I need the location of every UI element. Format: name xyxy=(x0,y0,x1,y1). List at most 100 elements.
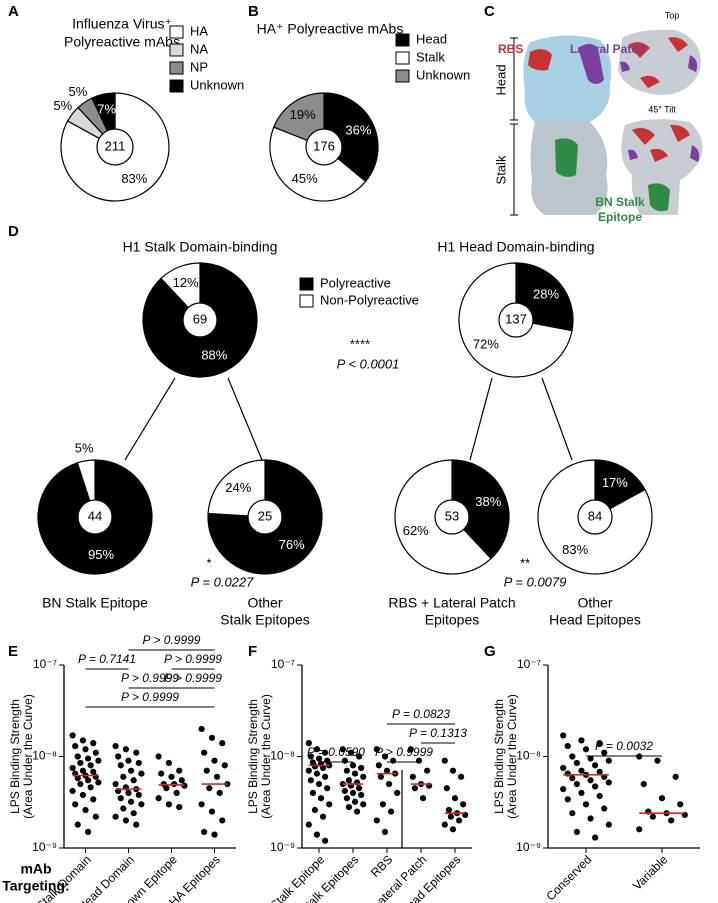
data-point xyxy=(592,783,599,790)
pie-title: Other xyxy=(577,595,612,611)
pie-value-label: 5% xyxy=(75,440,94,455)
data-point xyxy=(313,746,321,753)
data-point xyxy=(77,759,84,767)
data-point xyxy=(377,773,384,780)
pie-total: 69 xyxy=(193,311,207,326)
data-point xyxy=(387,808,395,815)
connector xyxy=(227,377,263,461)
pie-value-label: 83% xyxy=(562,542,588,557)
data-point xyxy=(74,753,81,760)
tilt-epitope xyxy=(648,183,670,212)
data-point xyxy=(213,773,221,780)
data-point xyxy=(125,789,132,797)
pie-value-label: 88% xyxy=(201,348,227,363)
y-tick-label: 10⁻⁷ xyxy=(271,657,295,671)
data-point xyxy=(319,813,327,820)
data-point xyxy=(324,785,331,792)
data-point xyxy=(419,795,427,802)
pie-slice xyxy=(207,459,266,518)
legend-swatch xyxy=(299,277,314,291)
data-point xyxy=(582,746,590,753)
data-point xyxy=(307,777,314,784)
data-point xyxy=(385,780,393,788)
data-point xyxy=(578,767,585,774)
pie-hole xyxy=(182,302,218,338)
pie-title: H1 Stalk Domain-binding xyxy=(123,239,278,255)
data-point xyxy=(587,755,594,762)
data-point xyxy=(319,764,327,772)
x-tick-label: Variable xyxy=(630,852,671,893)
legend-label: Polyreactive xyxy=(320,275,391,290)
data-point xyxy=(138,770,145,777)
pie-total: 44 xyxy=(88,508,102,523)
pie-hole xyxy=(498,302,534,338)
lateral-patch-label: Lateral Patch xyxy=(570,42,645,56)
data-point xyxy=(672,773,679,780)
top-label: Top xyxy=(665,10,680,20)
data-point xyxy=(649,813,656,820)
data-point xyxy=(90,740,97,747)
panel-letter: G xyxy=(484,643,496,660)
y-axis-label: (Area Under the Curve) xyxy=(259,694,273,819)
data-point xyxy=(407,746,414,753)
pie-value-label: 72% xyxy=(473,336,499,351)
epitope-label: BN Stalk xyxy=(595,195,645,209)
data-point xyxy=(564,796,571,803)
x-axis-label: Targeting: xyxy=(2,878,69,894)
significance-stars: ** xyxy=(520,555,530,570)
pie-hole xyxy=(434,499,470,535)
data-point xyxy=(441,821,448,828)
data-point xyxy=(411,785,418,792)
data-point xyxy=(74,775,81,782)
data-point xyxy=(112,742,119,750)
data-point xyxy=(206,785,213,792)
tilt-label: 45° Tilt xyxy=(648,104,676,114)
data-point xyxy=(155,753,162,760)
tilt-lateral xyxy=(628,145,700,162)
y-tick-label: 10⁻⁹ xyxy=(270,840,295,854)
data-point xyxy=(573,780,580,788)
data-point xyxy=(74,821,81,828)
data-point xyxy=(383,767,391,774)
data-point xyxy=(564,742,571,750)
data-point xyxy=(326,801,333,808)
pie-title: H1 Head Domain-binding xyxy=(437,239,594,255)
legend-swatch xyxy=(299,294,314,308)
p-value: P > 0.9999 xyxy=(375,745,433,759)
data-point xyxy=(311,806,319,814)
panel-letter: C xyxy=(484,3,495,20)
y-axis-label: (Area Under the Curve) xyxy=(21,694,35,819)
data-point xyxy=(219,740,226,747)
data-point xyxy=(315,780,323,788)
data-point xyxy=(201,749,208,756)
data-point xyxy=(351,798,359,805)
rbs-patch xyxy=(528,49,552,71)
data-point xyxy=(120,805,127,812)
y-tick-label: 10⁻⁷ xyxy=(517,657,541,671)
data-point xyxy=(451,795,459,802)
data-point xyxy=(640,780,647,788)
data-point xyxy=(216,789,223,797)
p-value: P = 0.7141 xyxy=(78,652,136,666)
data-point xyxy=(601,805,608,812)
data-point xyxy=(84,755,92,762)
data-point xyxy=(120,773,127,780)
p-value: P = 0.0032 xyxy=(595,739,653,753)
pie-value-label: 76% xyxy=(279,537,305,552)
data-point xyxy=(77,780,84,788)
data-point xyxy=(587,777,594,784)
data-point xyxy=(322,749,329,756)
data-point xyxy=(165,759,173,767)
data-point xyxy=(309,789,316,797)
data-point xyxy=(592,834,599,841)
data-point xyxy=(208,734,216,741)
pie-title: BN Stalk Epitope xyxy=(42,595,148,611)
data-point xyxy=(69,787,76,795)
pie-value-label: 36% xyxy=(345,122,371,137)
pie-total: 53 xyxy=(445,508,459,523)
data-point xyxy=(443,785,450,792)
data-point xyxy=(211,757,218,764)
y-tick-label: 10⁻⁷ xyxy=(33,657,57,671)
pie-value-label: 7% xyxy=(97,101,116,116)
tilt-rbs xyxy=(632,124,690,162)
